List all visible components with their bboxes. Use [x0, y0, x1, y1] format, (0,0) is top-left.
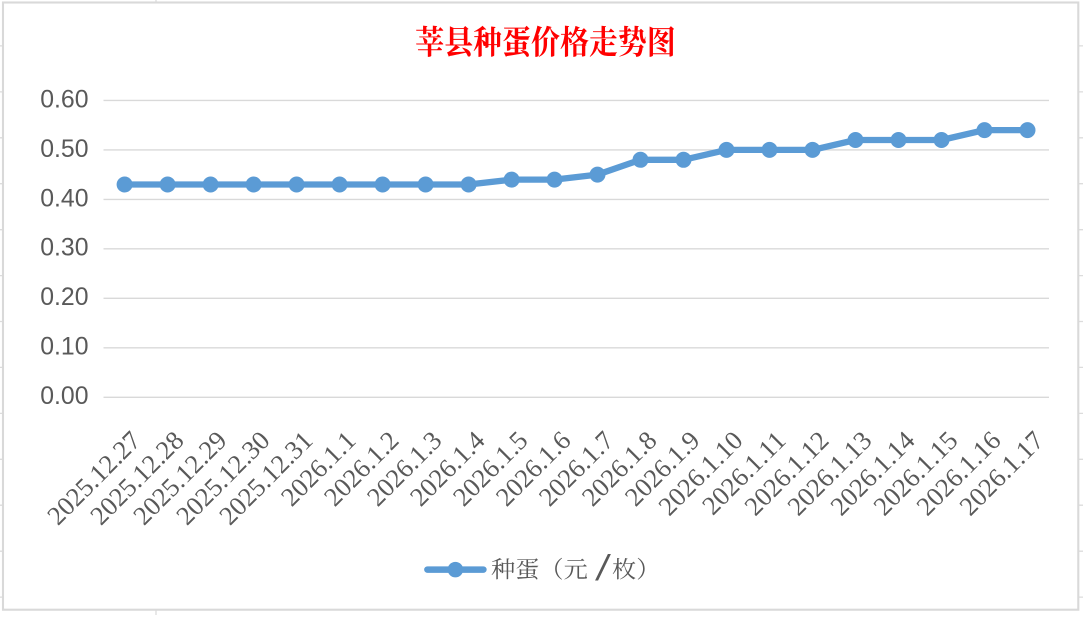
svg-text:0.30: 0.30 [40, 235, 88, 262]
svg-text:0.00: 0.00 [40, 383, 88, 410]
svg-text:0.50: 0.50 [40, 136, 88, 163]
svg-text:0.10: 0.10 [40, 334, 88, 361]
svg-text:0.60: 0.60 [40, 86, 88, 113]
svg-text:0.20: 0.20 [40, 284, 88, 311]
svg-text:0.40: 0.40 [40, 185, 88, 212]
